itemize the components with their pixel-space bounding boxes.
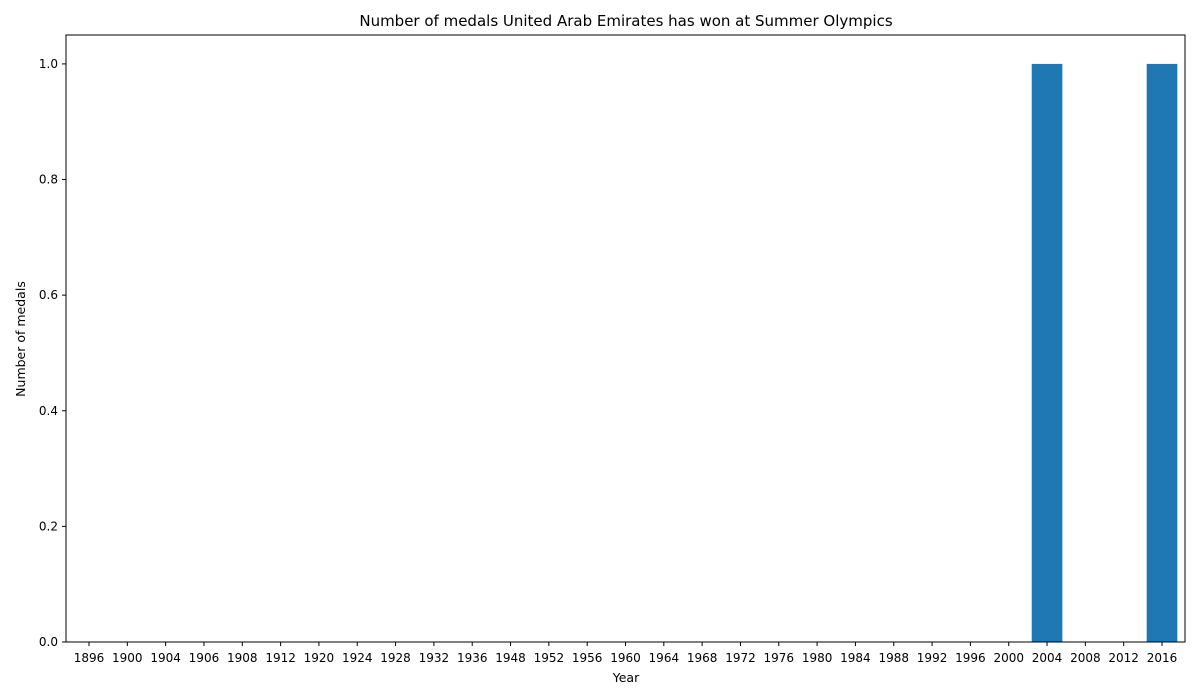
x-tick-label: 1996 <box>955 651 986 665</box>
x-tick-label: 1928 <box>380 651 411 665</box>
x-tick-label: 1900 <box>112 651 143 665</box>
x-tick-label: 2008 <box>1070 651 1101 665</box>
x-tick-label: 2000 <box>993 651 1024 665</box>
x-tick-label: 1896 <box>74 651 105 665</box>
x-tick-label: 1924 <box>342 651 373 665</box>
x-tick-label: 1952 <box>534 651 565 665</box>
x-tick-label: 1936 <box>457 651 488 665</box>
x-tick-label: 1906 <box>189 651 220 665</box>
x-tick-label: 1964 <box>649 651 680 665</box>
x-tick-label: 1988 <box>878 651 909 665</box>
x-tick-label: 1912 <box>265 651 296 665</box>
x-tick-label: 1976 <box>764 651 795 665</box>
y-tick-label: 0.6 <box>39 288 58 302</box>
x-tick-label: 1932 <box>419 651 450 665</box>
x-tick-label: 2004 <box>1032 651 1063 665</box>
x-tick-label: 1956 <box>572 651 603 665</box>
x-tick-label: 1992 <box>917 651 948 665</box>
x-tick-label: 1904 <box>150 651 181 665</box>
bars-group <box>1031 63 1178 642</box>
x-tick-label: 1968 <box>687 651 718 665</box>
x-tick-label: 2012 <box>1108 651 1139 665</box>
x-tick-label: 1908 <box>227 651 258 665</box>
x-axis-label: Year <box>612 670 640 685</box>
y-axis-ticks: 0.0 0.2 0.4 0.6 0.8 1.0 <box>39 57 66 649</box>
plot-frame <box>65 34 1186 643</box>
y-tick-label: 0.0 <box>39 635 58 649</box>
bar-2016 <box>1146 63 1178 642</box>
x-axis-ticks: 1896 1900 1904 1906 1908 1912 1920 1924 1928 1932… <box>74 642 1178 665</box>
x-tick-label: 1972 <box>725 651 756 665</box>
bar-2004 <box>1031 63 1063 642</box>
y-axis-label: Number of medals <box>13 281 28 397</box>
x-tick-label: 1960 <box>610 651 641 665</box>
x-tick-label: 1948 <box>495 651 526 665</box>
y-tick-label: 0.8 <box>39 173 58 187</box>
y-tick-label: 0.2 <box>39 519 58 533</box>
y-tick-label: 0.4 <box>39 404 58 418</box>
x-tick-label: 1980 <box>802 651 833 665</box>
x-tick-label: 1920 <box>304 651 335 665</box>
x-tick-label: 2016 <box>1147 651 1178 665</box>
y-tick-label: 1.0 <box>39 57 58 71</box>
x-tick-label: 1984 <box>840 651 871 665</box>
chart-title: Number of medals United Arab Emirates ha… <box>359 12 892 30</box>
